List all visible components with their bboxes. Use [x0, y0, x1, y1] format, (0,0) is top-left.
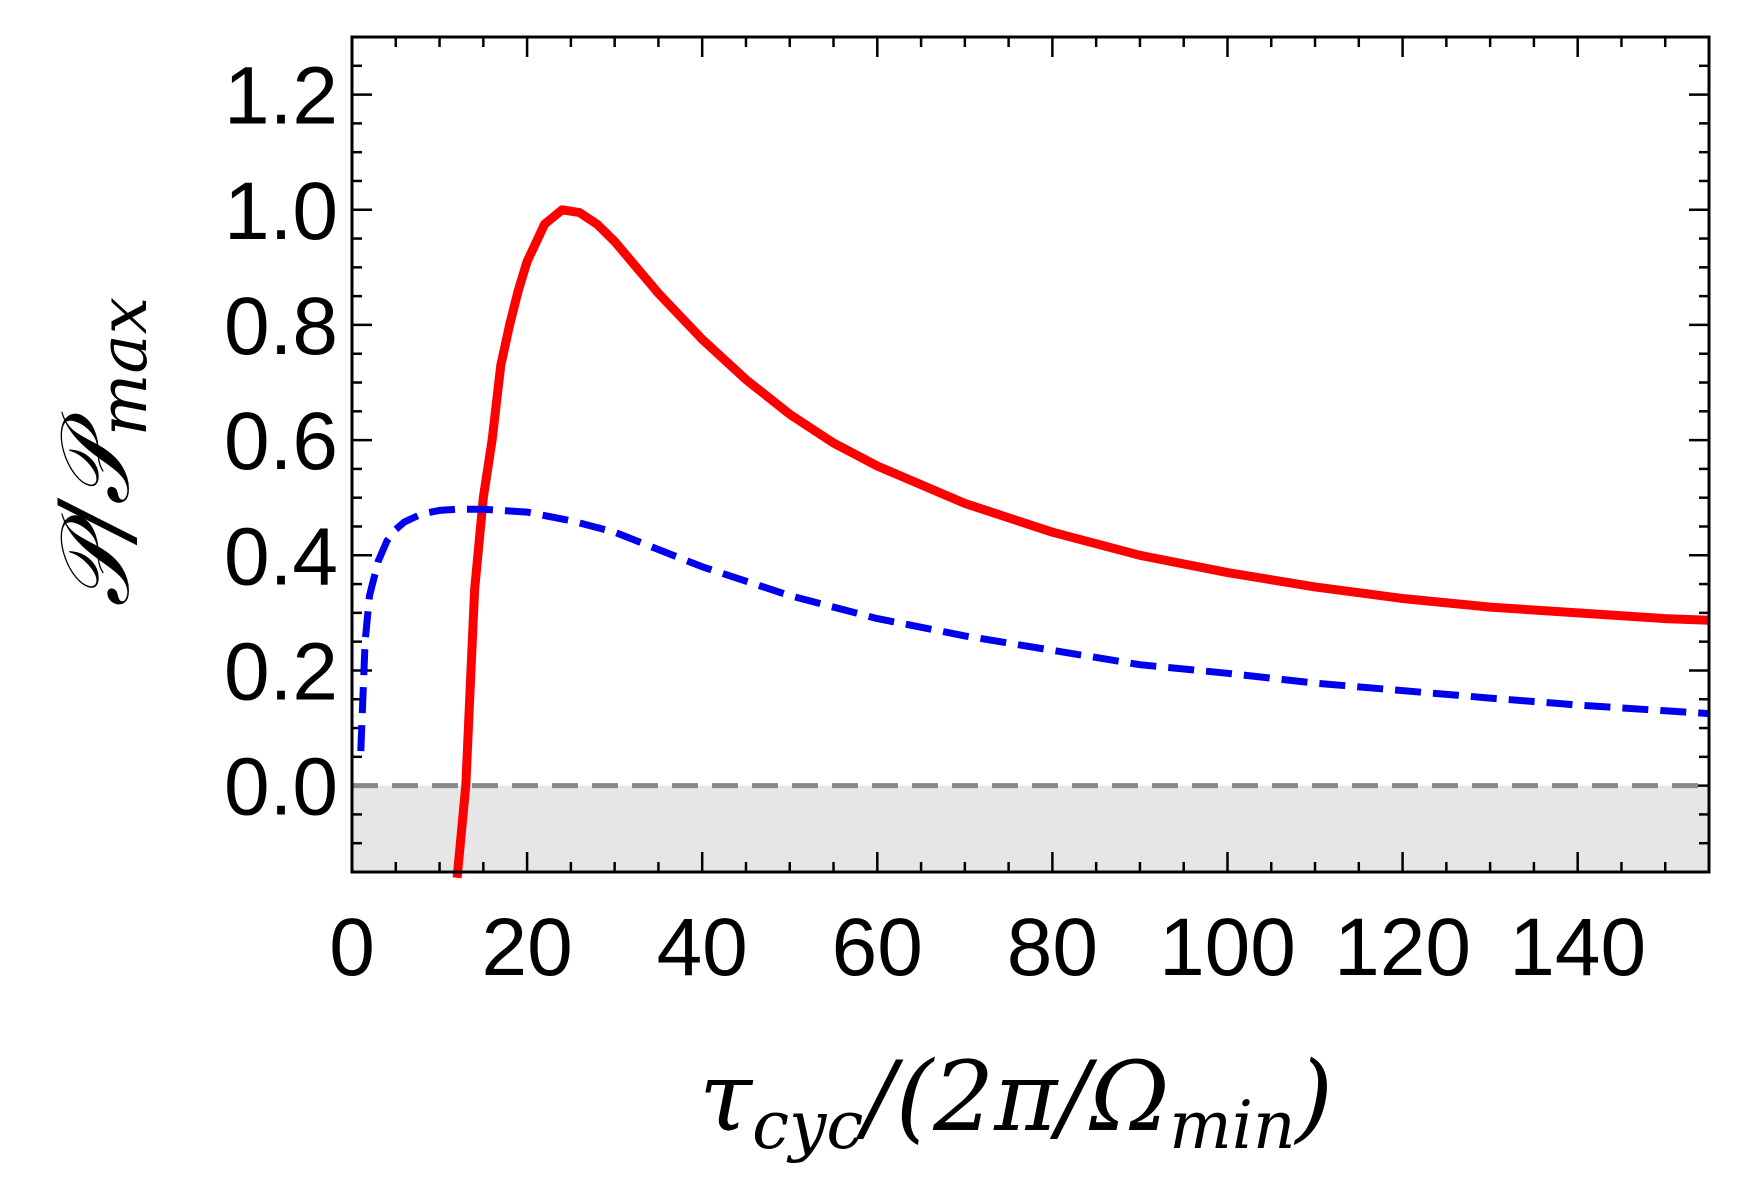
series-group: [357, 205, 1709, 879]
x-title-end: ): [1293, 1041, 1332, 1153]
shaded-negative-region: [352, 785, 1709, 872]
plot-frame: [350, 35, 1711, 874]
y-tick-labels: 0.0 0.2 0.4 0.6 0.8 1.0 1.2: [224, 51, 338, 833]
x-title-omega: Ω: [1089, 1041, 1170, 1153]
x-tick-label: 140: [1509, 902, 1646, 993]
x-title-omega-sub: min: [1169, 1087, 1295, 1164]
axis-ticks: [350, 35, 1709, 874]
y-tick-label: 0.2: [224, 626, 338, 717]
x-tick-label: 100: [1159, 902, 1296, 993]
shaded-region: [352, 785, 1709, 872]
x-tick-label: 0: [329, 902, 375, 993]
x-axis-title: τcyc/(2π/Ωmin): [699, 1041, 1333, 1164]
series-blue-dashed: [357, 505, 1709, 752]
x-tick-label: 80: [1007, 902, 1098, 993]
y-tick-label: 0.0: [224, 742, 338, 833]
y-tick-label: 0.4: [224, 511, 338, 602]
y-tick-label: 0.8: [224, 281, 338, 372]
x-tick-label: 120: [1334, 902, 1471, 993]
x-tick-label: 40: [657, 902, 748, 993]
y-title-sub: max: [85, 297, 162, 436]
series-red-solid: [452, 205, 1709, 879]
x-title-middle: /(2π/: [855, 1041, 1098, 1153]
y-tick-label: 1.2: [224, 51, 338, 142]
x-title-tau: τ: [699, 1041, 754, 1153]
x-tick-labels: 0 20 40 60 80 100 120 140: [329, 902, 1646, 993]
x-tick-label: 20: [481, 902, 572, 993]
y-tick-label: 0.6: [224, 396, 338, 487]
x-tick-label: 60: [832, 902, 923, 993]
x-title-tau-sub: cyc: [752, 1087, 863, 1164]
y-tick-label: 1.0: [224, 166, 338, 257]
y-axis-title: 𝒫/𝒫max: [39, 297, 162, 607]
